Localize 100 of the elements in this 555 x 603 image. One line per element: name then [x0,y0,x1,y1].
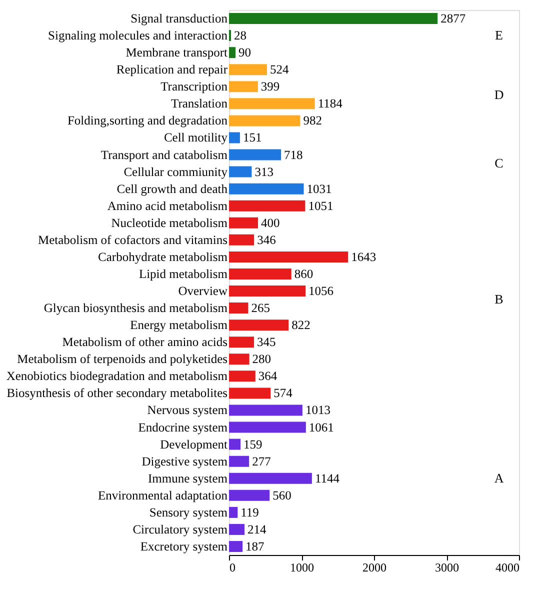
bar [229,132,240,144]
y-tick-label: Immune system [148,471,228,486]
y-tick-label: Environmental adaptation [98,488,228,502]
bar [229,13,438,24]
data-label: 1061 [308,420,334,434]
y-tick-label: Translation [171,96,228,111]
y-tick-label: Amino acid metabolism [107,198,228,213]
bar [229,320,289,331]
data-label: 214 [248,522,268,536]
data-label: 560 [272,488,292,502]
y-tick-label: Overview [178,284,228,298]
y-tick-label: Endocrine system [138,420,228,434]
data-label: 1031 [306,182,332,196]
data-label: 1013 [305,403,330,418]
data-label: 2877 [440,12,466,26]
y-tick-label: Transcription [160,80,228,94]
data-label: 119 [240,505,259,520]
x-tick-label: 4000 [496,560,520,574]
data-label: 822 [292,318,310,332]
bar [229,149,282,160]
y-tick-label: Metabolism of other amino acids [62,335,228,350]
y-tick-label: Development [160,437,228,452]
bar [229,234,254,246]
bar [229,268,292,280]
annotation: D [494,87,504,102]
data-label: 151 [242,130,262,145]
data-label: 1056 [308,284,334,298]
data-label: 1184 [318,96,344,111]
y-tick-label: Glycan biosynthesis and metabolism [44,301,228,316]
annotation: A [494,470,504,486]
data-label: 1144 [314,471,340,486]
bar [229,506,238,518]
bar [229,336,254,348]
data-label: 574 [274,386,294,400]
y-tick-label: Biosynthesis of other secondary metabolites [6,386,228,400]
bar [229,388,271,399]
data-label: 187 [246,539,264,554]
annotation: C [494,155,504,170]
bar [229,251,348,262]
data-label: 1643 [351,250,376,264]
data-label: 345 [257,335,276,350]
bar [229,422,306,433]
y-tick-label: Sensory system [149,505,228,520]
bar [229,404,302,416]
y-tick-label: Cell growth and death [116,182,228,196]
y-tick-label: Energy metabolism [130,318,228,332]
bar [229,115,300,126]
y-tick-label: Xenobiotics biodegradation and metabolism [6,369,228,384]
x-tick-label: 0 [230,560,236,574]
data-label: 159 [244,437,262,452]
bar [229,490,270,501]
y-tick-label: Cell motility [164,130,228,145]
data-label: 280 [252,352,272,366]
data-label: 400 [261,216,280,230]
y-tick-label: Replication and repair [116,62,228,77]
bar [229,472,312,484]
annotation: E [495,28,504,43]
x-tick-label: 3000 [435,560,459,574]
x-tick-label: 2000 [362,560,386,574]
bar [229,166,252,178]
y-tick-label: Membrane transport [126,46,228,60]
bar [229,81,258,92]
y-tick-label: Signal transduction [130,12,228,26]
y-tick-label: Circulatory system [132,522,228,536]
bar [229,540,243,552]
bar [229,183,304,194]
y-tick-label: Excretory system [140,539,228,554]
y-tick-label: Signaling molecules and interaction [48,28,228,43]
y-tick-label: Digestive system [142,454,228,468]
data-label: 28 [234,28,247,43]
bar [229,47,236,58]
y-tick-label: Metabolism of cofactors and vitamins [38,232,228,247]
y-tick-label: Nervous system [147,403,228,418]
data-label: 265 [251,301,270,316]
bar [229,438,241,450]
annotation: B [494,292,504,307]
bar [229,456,250,467]
data-label: 982 [303,114,322,128]
data-label: 860 [294,266,314,281]
bar [229,98,315,110]
x-tick-label: 1000 [290,560,314,574]
data-label: 1051 [308,198,334,213]
bar [229,370,256,382]
bar [229,524,245,535]
data-label: 364 [258,369,278,384]
y-tick-label: Metabolism of terpenoids and polyketides [17,352,228,366]
y-tick-label: Lipid metabolism [138,266,228,281]
bar [229,354,250,365]
y-tick-label: Folding,sorting and degradation [67,114,228,128]
data-label: 718 [284,148,303,162]
bar [229,200,306,212]
data-label: 313 [254,164,274,179]
bar [229,286,306,297]
y-tick-label: Carbohydrate metabolism [98,250,228,264]
y-tick-label: Transport and catabolism [100,148,228,162]
y-tick-label: Nucleotide metabolism [111,216,228,230]
y-tick-label: Cellular commiunity [124,164,228,179]
data-label: 346 [257,232,276,247]
data-label: 90 [238,46,252,60]
bar [229,64,267,76]
